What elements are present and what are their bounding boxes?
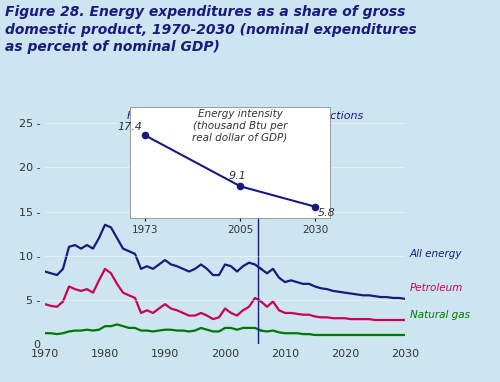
Text: Natural gas: Natural gas xyxy=(410,310,470,320)
Text: Energy intensity
(thousand Btu per
real dollar of GDP): Energy intensity (thousand Btu per real … xyxy=(192,109,288,142)
Text: History: History xyxy=(127,111,167,121)
Text: 5.8: 5.8 xyxy=(318,208,336,218)
Text: Figure 28. Energy expenditures as a share of gross
domestic product, 1970-2030 (: Figure 28. Energy expenditures as a shar… xyxy=(5,5,416,54)
Text: Petroleum: Petroleum xyxy=(410,283,464,293)
Text: All energy: All energy xyxy=(410,249,463,259)
Text: 9.1: 9.1 xyxy=(228,171,246,181)
Text: 17.4: 17.4 xyxy=(117,122,142,132)
Text: Projections: Projections xyxy=(302,111,364,121)
